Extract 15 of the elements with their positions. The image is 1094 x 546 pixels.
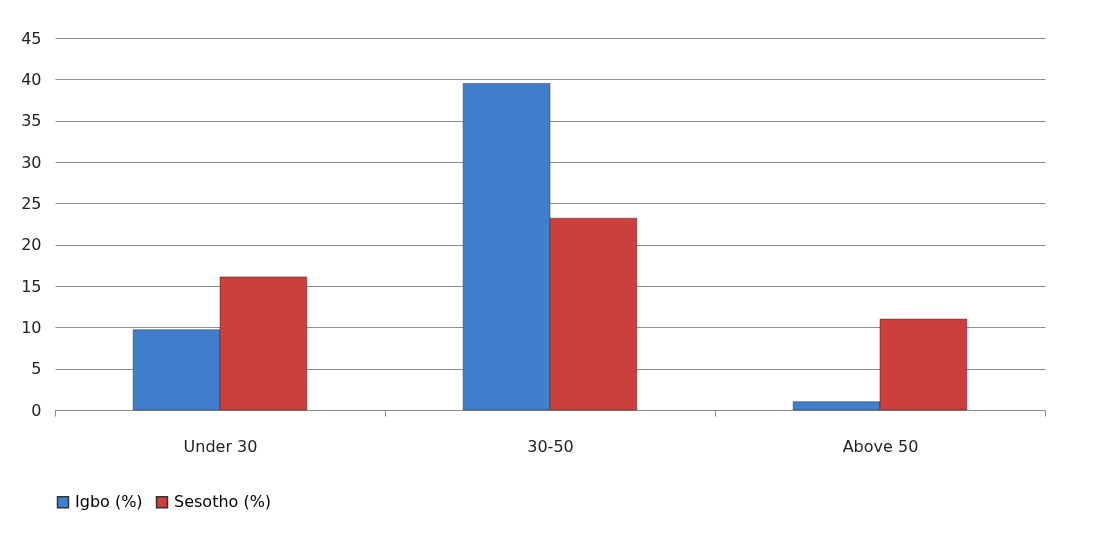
y-tick-label: 45: [21, 28, 42, 48]
y-tick-label: 0: [31, 400, 42, 420]
legend-label: Sesotho (%): [174, 492, 272, 512]
legend-label: Igbo (%): [75, 492, 143, 512]
y-tick-label: 40: [21, 69, 42, 89]
y-tick-label: 5: [31, 359, 42, 379]
y-tick-label: 15: [21, 276, 42, 296]
x-tick-label: Above 50: [842, 436, 919, 456]
x-tick-label: Under 30: [183, 436, 258, 456]
y-tick-label: 30: [21, 152, 42, 172]
y-tick-label: 35: [21, 111, 42, 131]
x-tick-label: 30-50: [527, 436, 574, 456]
y-tick-label: 25: [21, 193, 42, 213]
y-tick-label: 20: [21, 235, 42, 255]
y-tick-label: 10: [21, 317, 42, 337]
